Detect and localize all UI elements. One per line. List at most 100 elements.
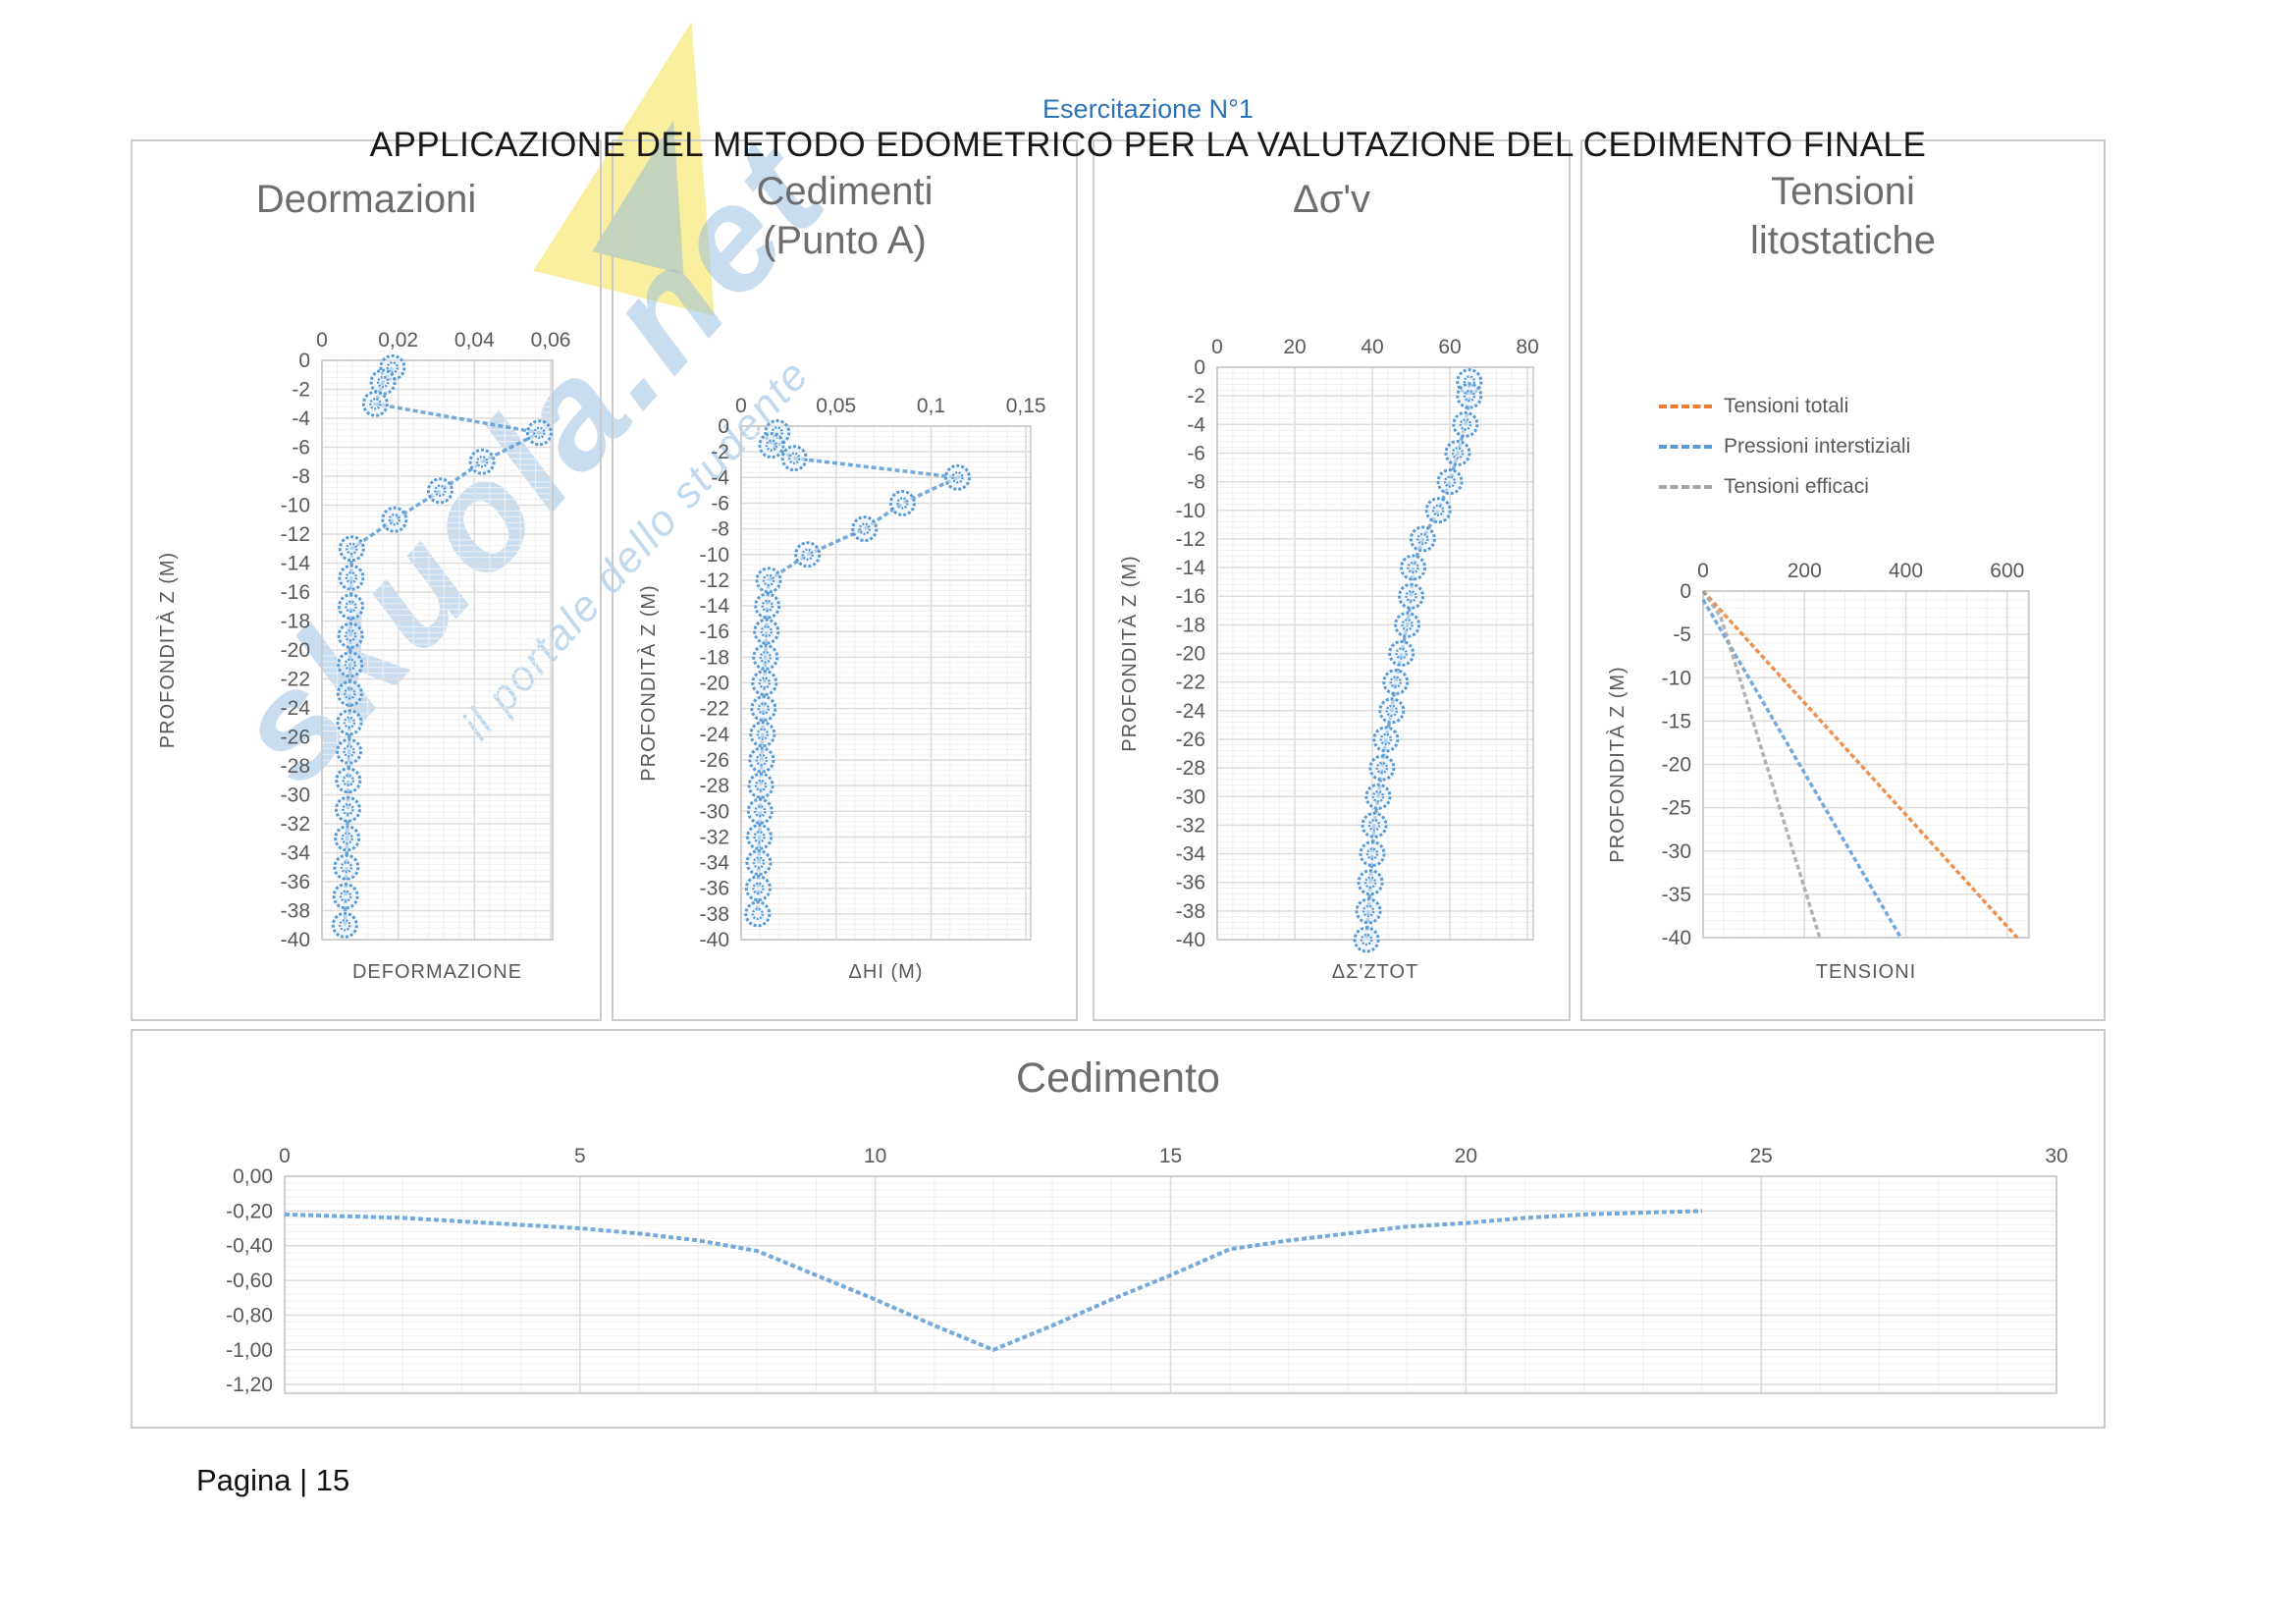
svg-text:-4: -4 xyxy=(292,407,310,430)
legend-item-tensioni-totali: Tensioni totali xyxy=(1659,395,1910,418)
svg-text:-18: -18 xyxy=(281,611,310,633)
svg-text:-24: -24 xyxy=(1176,700,1206,723)
svg-text:-26: -26 xyxy=(1176,729,1205,751)
svg-text:0,04: 0,04 xyxy=(454,329,495,352)
svg-text:-20: -20 xyxy=(281,639,310,662)
chart-title-text: Cedimenti (Punto A) xyxy=(756,170,934,262)
svg-text:0: 0 xyxy=(718,415,729,438)
svg-text:80: 80 xyxy=(1516,336,1538,358)
chart-title-delta-sigma-v: Δσ'v xyxy=(1292,178,1371,221)
svg-text:-26: -26 xyxy=(281,727,310,749)
svg-text:-34: -34 xyxy=(700,852,730,875)
svg-text:0: 0 xyxy=(1680,580,1691,603)
svg-text:PROFONDITÀ Z (M): PROFONDITÀ Z (M) xyxy=(1118,555,1141,751)
svg-text:-8: -8 xyxy=(292,465,310,488)
svg-text:-6: -6 xyxy=(292,437,310,460)
svg-text:-6: -6 xyxy=(711,492,729,514)
svg-text:-20: -20 xyxy=(1662,754,1691,777)
svg-text:-10: -10 xyxy=(281,495,310,517)
svg-text:-1,00: -1,00 xyxy=(226,1339,273,1362)
svg-text:-0,20: -0,20 xyxy=(226,1200,273,1222)
svg-text:DEFORMAZIONE: DEFORMAZIONE xyxy=(352,961,522,983)
svg-text:-22: -22 xyxy=(1176,672,1205,694)
svg-text:-40: -40 xyxy=(700,929,729,951)
svg-text:TENSIONI: TENSIONI xyxy=(1816,961,1916,983)
chart-title-text: Tensioni litostatiche xyxy=(1750,170,1936,262)
svg-text:-14: -14 xyxy=(281,553,311,575)
svg-text:-2: -2 xyxy=(1187,385,1205,407)
svg-text:-0,80: -0,80 xyxy=(226,1304,273,1326)
svg-text:-30: -30 xyxy=(1176,785,1205,808)
svg-text:0: 0 xyxy=(316,329,328,352)
svg-text:0,15: 0,15 xyxy=(1006,395,1046,417)
svg-text:-16: -16 xyxy=(1176,585,1205,608)
svg-text:-10: -10 xyxy=(1662,667,1691,689)
svg-text:0,02: 0,02 xyxy=(378,329,418,352)
chart-plot-delta-sigma-v: 0 20 40 60 80 0 -2 -4 -6 -8 -10 -12 -14 -16 -18 -20 -22 -… xyxy=(1118,336,1539,983)
svg-text:-14: -14 xyxy=(700,595,730,618)
chart-title-deformazioni: Deormazioni xyxy=(255,178,477,221)
svg-text:-22: -22 xyxy=(281,669,310,691)
chart-plot-tensioni-litostatiche: 0 200 400 600 0 -5 -10 -15 -20 -25 -30 -35 -40 TENSIO… xyxy=(1606,560,2030,983)
svg-text:60: 60 xyxy=(1438,336,1461,358)
svg-text:-32: -32 xyxy=(281,813,310,836)
svg-text:-28: -28 xyxy=(700,775,729,797)
svg-text:30: 30 xyxy=(2045,1145,2067,1167)
svg-text:-15: -15 xyxy=(1662,710,1691,732)
chart-plot-deformazioni: 0 0,02 0,04 0,06 0 -2 -4 -6 -8 -10 -12 -14 -16 -18 -20… xyxy=(156,329,571,983)
svg-text:-8: -8 xyxy=(1187,471,1205,494)
chart-panel-tensioni-litostatiche: Tensioni litostatiche Tensioni totali Pr… xyxy=(1580,139,2106,1021)
svg-text:-24: -24 xyxy=(281,697,311,720)
legend-swatch-tensioni-totali xyxy=(1659,405,1712,408)
svg-text:40: 40 xyxy=(1361,336,1383,358)
exercise-subtitle: Esercitazione N°1 xyxy=(1042,94,1254,124)
svg-text:-4: -4 xyxy=(711,466,729,489)
chart-panel-deformazioni: Deormazioni 0 0,02 0,04 0,06 0 -2 -4 -6 -8 -10 -12… xyxy=(131,139,602,1021)
svg-text:-25: -25 xyxy=(1662,797,1691,820)
legend-label-pressioni-interstiziali: Pressioni interstiziali xyxy=(1724,435,1911,458)
chart-panel-cedimento: Cedimento 0 5 10 15 20 25 30 0,00 -0,20 -0,40 -0,6… xyxy=(131,1029,2106,1429)
svg-text:0: 0 xyxy=(1194,356,1205,379)
chart-title-cedimento: Cedimento xyxy=(1016,1055,1220,1102)
legend-item-tensioni-efficaci: Tensioni efficaci xyxy=(1659,475,1910,499)
svg-text:-40: -40 xyxy=(1176,929,1205,951)
svg-text:-36: -36 xyxy=(1176,872,1205,894)
svg-text:-1,20: -1,20 xyxy=(226,1374,273,1396)
svg-text:20: 20 xyxy=(1283,336,1306,358)
chart-panel-delta-sigma-v: Δσ'v 0 20 40 60 80 0 -2 -4 -6 -8 -10 -12 -14 -16 -18 -2… xyxy=(1093,139,1571,1021)
svg-text:10: 10 xyxy=(864,1145,886,1167)
svg-text:-36: -36 xyxy=(700,878,729,900)
svg-text:-16: -16 xyxy=(281,581,310,604)
svg-text:-8: -8 xyxy=(711,518,729,541)
svg-text:0,06: 0,06 xyxy=(531,329,571,352)
svg-text:400: 400 xyxy=(1889,560,1923,582)
svg-text:-10: -10 xyxy=(1176,500,1205,522)
svg-text:0,00: 0,00 xyxy=(233,1165,273,1188)
svg-text:-28: -28 xyxy=(281,755,310,778)
legend-label-tensioni-totali: Tensioni totali xyxy=(1724,395,1849,417)
svg-text:0: 0 xyxy=(1211,336,1223,358)
page-title: APPLICAZIONE DEL METODO EDOMETRICO PER L… xyxy=(369,126,1927,164)
svg-text:-32: -32 xyxy=(1176,814,1205,837)
svg-text:-34: -34 xyxy=(1176,843,1206,866)
legend-label-tensioni-efficaci: Tensioni efficaci xyxy=(1724,475,1869,498)
svg-text:PROFONDITÀ Z (M): PROFONDITÀ Z (M) xyxy=(1606,666,1629,862)
svg-text:-40: -40 xyxy=(281,929,310,951)
svg-text:-38: -38 xyxy=(700,903,729,926)
legend-swatch-pressioni-interstiziali xyxy=(1659,445,1712,449)
svg-text:0,1: 0,1 xyxy=(917,395,945,417)
svg-text:-4: -4 xyxy=(1187,413,1205,436)
chart-legend: Tensioni totali Pressioni interstiziali … xyxy=(1659,395,1910,499)
svg-text:-16: -16 xyxy=(700,621,729,643)
svg-text:-22: -22 xyxy=(700,698,729,721)
legend-item-pressioni-interstiziali: Pressioni interstiziali xyxy=(1659,435,1910,459)
svg-text:-0,60: -0,60 xyxy=(226,1270,273,1292)
svg-text:5: 5 xyxy=(574,1145,586,1167)
svg-text:0: 0 xyxy=(298,350,310,372)
svg-text:ΔΣ'ZTOT: ΔΣ'ZTOT xyxy=(1332,961,1418,983)
svg-text:-30: -30 xyxy=(700,800,729,823)
svg-text:-20: -20 xyxy=(1176,643,1205,666)
svg-text:-20: -20 xyxy=(700,673,729,695)
chart-title-tensioni-litostatiche: Tensioni litostatiche xyxy=(1582,167,2104,265)
svg-text:PROFONDITÀ Z (M): PROFONDITÀ Z (M) xyxy=(156,552,179,748)
